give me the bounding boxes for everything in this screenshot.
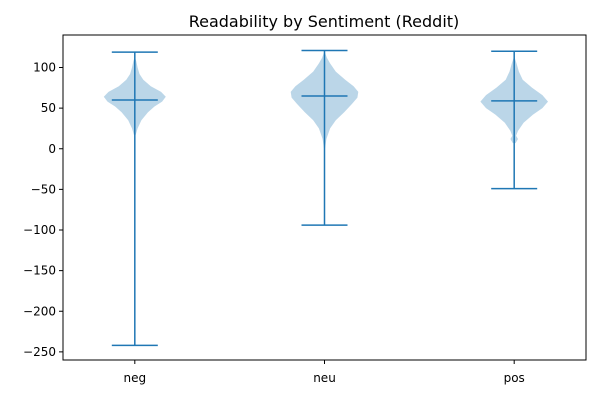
y-tick-label: −100 [23, 223, 56, 237]
y-tick-label: 0 [48, 142, 56, 156]
y-tick-label: −200 [23, 304, 56, 318]
violins-group [103, 49, 548, 347]
y-tick-label: −250 [23, 345, 56, 359]
y-axis: 100 50 0 −50 −100 −150 −200 −250 [23, 61, 63, 359]
y-tick-label: −50 [31, 182, 56, 196]
y-tick-label: −150 [23, 264, 56, 278]
y-tick-label: 100 [33, 61, 56, 75]
chart-title: Readability by Sentiment (Reddit) [189, 12, 460, 31]
x-tick-label: neg [124, 371, 147, 385]
y-tick-label: 50 [41, 101, 56, 115]
x-axis: neg neu pos [124, 360, 525, 385]
x-tick-label: pos [504, 371, 525, 385]
x-tick-label: neu [313, 371, 336, 385]
